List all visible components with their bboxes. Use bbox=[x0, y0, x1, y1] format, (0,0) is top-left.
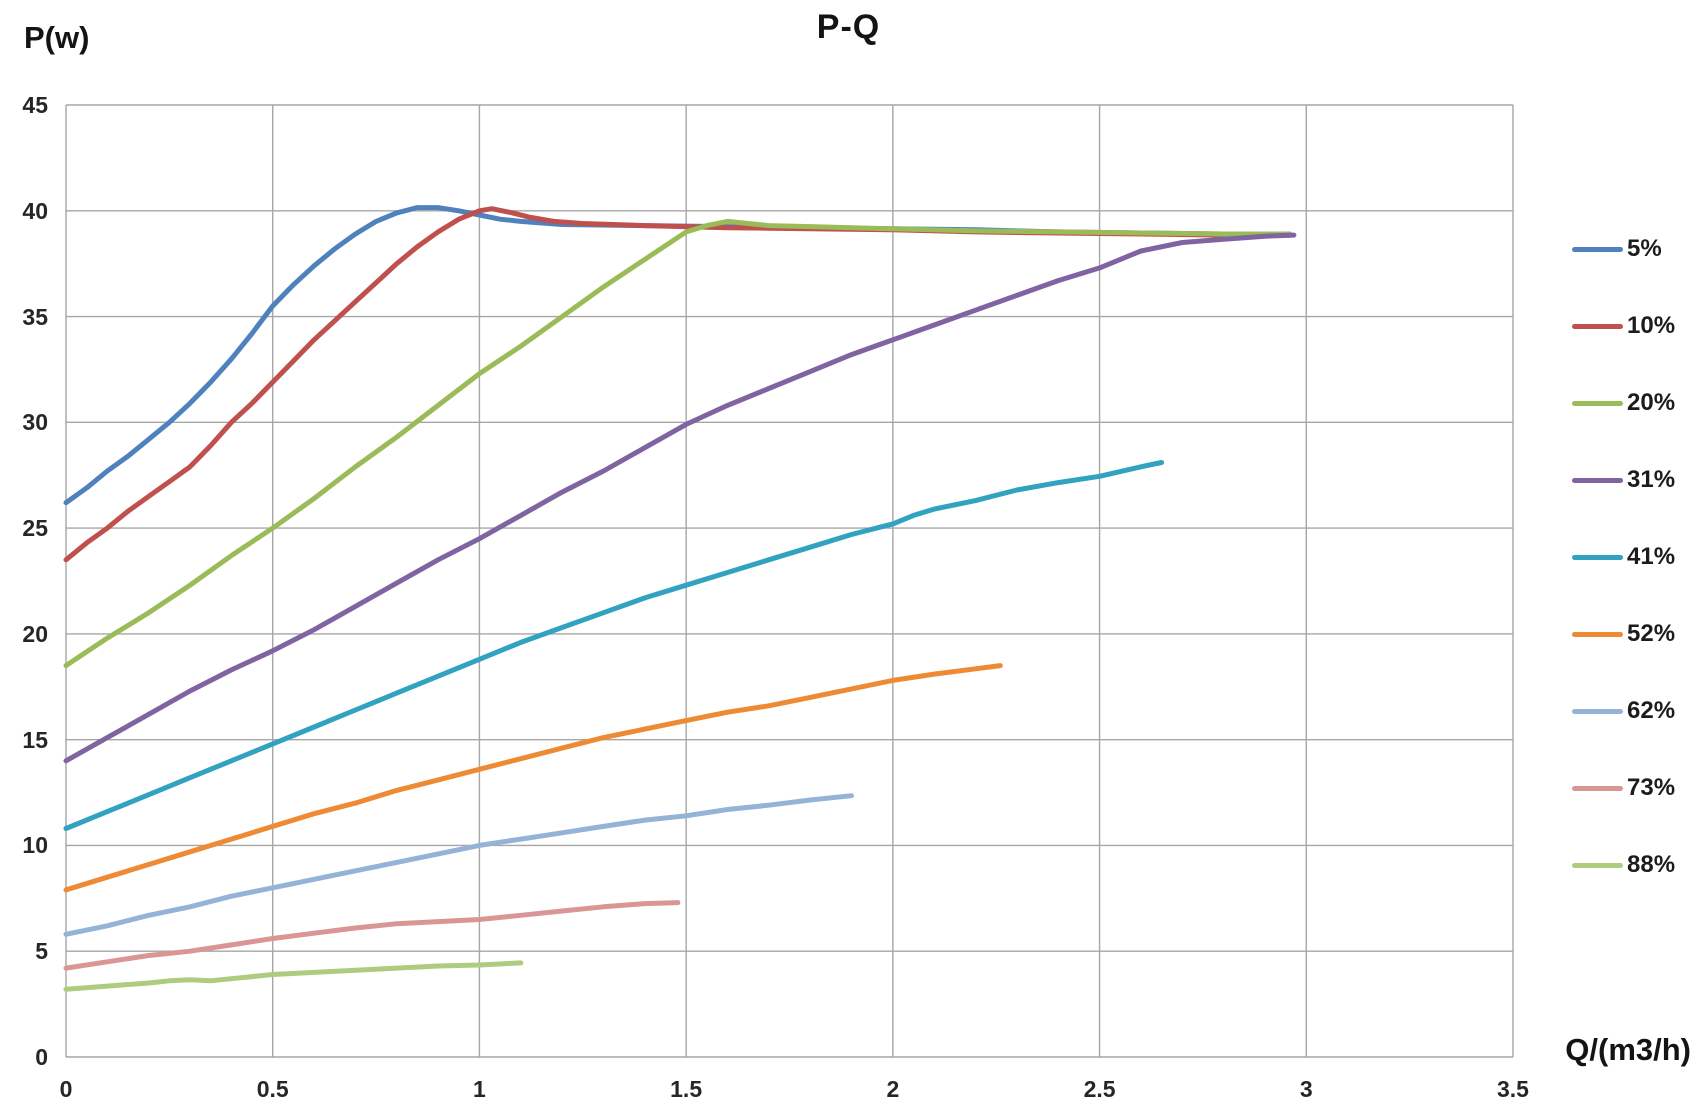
y-tick-label: 0 bbox=[35, 1044, 48, 1070]
legend-label-41%: 41% bbox=[1627, 543, 1676, 570]
y-tick-label: 5 bbox=[35, 938, 48, 965]
legend-label-88%: 88% bbox=[1627, 851, 1676, 878]
legend-swatch-52% bbox=[1572, 631, 1623, 637]
legend-label-52%: 52% bbox=[1627, 620, 1676, 647]
chart-title: P-Q bbox=[816, 8, 881, 46]
x-axis-title: Q/(m3/h) bbox=[1565, 1032, 1691, 1067]
x-tick-label: 3 bbox=[1299, 1076, 1313, 1102]
y-tick-label: 15 bbox=[22, 726, 48, 753]
legend-item-5%: 5% bbox=[1572, 234, 1662, 264]
legend-item-41%: 41% bbox=[1572, 542, 1675, 572]
series-line-31% bbox=[63, 232, 1297, 764]
series-line-88% bbox=[63, 960, 524, 992]
y-tick-label: 40 bbox=[22, 197, 48, 224]
legend-label-10%: 10% bbox=[1627, 312, 1676, 339]
x-tick-label: 1.5 bbox=[670, 1076, 703, 1102]
series-line-10% bbox=[63, 206, 1293, 563]
legend-swatch-20% bbox=[1572, 400, 1623, 406]
legend-swatch-31% bbox=[1572, 477, 1623, 483]
legend-item-62%: 62% bbox=[1572, 696, 1675, 726]
x-tick-label: 2 bbox=[886, 1076, 900, 1102]
legend-swatch-88% bbox=[1572, 862, 1623, 868]
y-tick-label: 20 bbox=[22, 620, 48, 647]
y-tick-label: 35 bbox=[22, 303, 48, 330]
legend-label-5%: 5% bbox=[1627, 235, 1662, 262]
x-tick-label: 0 bbox=[59, 1076, 73, 1102]
legend-label-20%: 20% bbox=[1627, 389, 1676, 416]
x-tick-label: 3.5 bbox=[1497, 1076, 1529, 1102]
legend-label-62%: 62% bbox=[1627, 697, 1676, 724]
legend-label-31%: 31% bbox=[1627, 466, 1676, 493]
legend-item-88%: 88% bbox=[1572, 850, 1675, 880]
legend-item-10%: 10% bbox=[1572, 311, 1675, 341]
series-line-73% bbox=[63, 900, 681, 971]
y-tick-label: 10 bbox=[22, 832, 48, 859]
series-line-41% bbox=[63, 460, 1165, 831]
series-line-62% bbox=[63, 793, 854, 937]
legend-swatch-5% bbox=[1572, 246, 1623, 252]
x-tick-label: 2.5 bbox=[1083, 1076, 1116, 1102]
legend-swatch-62% bbox=[1572, 708, 1623, 714]
legend-item-31%: 31% bbox=[1572, 465, 1675, 495]
series-line-52% bbox=[63, 663, 1003, 893]
y-tick-label: 45 bbox=[22, 92, 48, 118]
legend-item-52%: 52% bbox=[1572, 619, 1675, 649]
legend-swatch-73% bbox=[1572, 785, 1623, 791]
legend-swatch-41% bbox=[1572, 554, 1623, 560]
legend-label-73%: 73% bbox=[1627, 774, 1676, 801]
y-tick-label: 25 bbox=[22, 515, 48, 542]
y-tick-label: 30 bbox=[22, 409, 48, 436]
legend-swatch-10% bbox=[1572, 323, 1623, 329]
x-tick-label: 0.5 bbox=[256, 1076, 289, 1102]
legend-item-20%: 20% bbox=[1572, 388, 1675, 418]
legend-item-73%: 73% bbox=[1572, 773, 1675, 803]
series-line-20% bbox=[63, 218, 1293, 669]
series-line-5% bbox=[63, 205, 1293, 506]
x-tick-label: 1 bbox=[473, 1076, 486, 1102]
y-axis-title: P(w) bbox=[24, 20, 90, 55]
